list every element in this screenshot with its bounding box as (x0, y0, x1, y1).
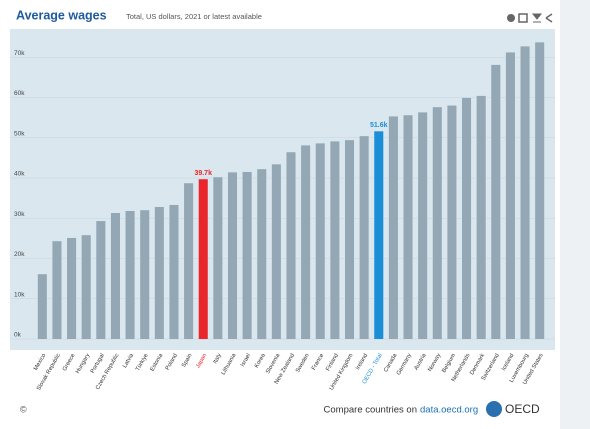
data-label: 51.6k (370, 122, 388, 129)
bar (67, 237, 77, 339)
side-margin (560, 0, 590, 429)
bar (520, 46, 530, 339)
footer-text: Compare countries on (324, 405, 417, 416)
bar (315, 143, 325, 339)
bar (403, 115, 413, 340)
y-tick-label: 50k (14, 130, 25, 137)
bar (271, 164, 281, 339)
bar (418, 112, 428, 339)
bar (52, 241, 62, 339)
x-tick-label: Italy (212, 353, 223, 365)
bar (374, 131, 384, 339)
bar (432, 107, 442, 339)
info-icon[interactable] (507, 14, 515, 22)
bar (535, 42, 545, 340)
bar (447, 105, 457, 339)
bar (491, 64, 501, 340)
y-tick-label: 60k (14, 90, 25, 97)
bar (301, 145, 311, 339)
bar (476, 95, 486, 339)
bar (140, 210, 150, 339)
bar (169, 204, 179, 339)
bar (344, 140, 355, 339)
data-label: 39.7k (194, 170, 212, 177)
copyright: © (20, 404, 27, 414)
bar (359, 136, 369, 339)
bar (388, 116, 398, 339)
bar (330, 141, 340, 339)
footer-link[interactable]: data.oecd.org (420, 405, 478, 416)
bar (286, 152, 296, 339)
chart-title: Average wages (16, 8, 107, 22)
oecd-logo: OECD (505, 402, 540, 416)
bar (110, 213, 120, 339)
bar (242, 171, 252, 339)
oecd-logo-mark (486, 401, 502, 417)
bar (81, 235, 91, 339)
download-icon[interactable] (531, 13, 543, 23)
bar (213, 177, 223, 339)
y-tick-label: 20k (14, 251, 25, 258)
bar (154, 206, 164, 339)
plot-background (10, 29, 555, 350)
bar (125, 211, 135, 339)
bar (257, 169, 267, 339)
chart-subtitle: Total, US dollars, 2021 or latest availa… (126, 12, 262, 21)
bar (227, 172, 238, 339)
share-icon[interactable] (545, 13, 553, 23)
y-tick-label: 30k (14, 211, 25, 218)
bar (184, 183, 194, 339)
bar (505, 52, 515, 340)
y-tick-label: 0k (14, 332, 22, 339)
y-tick-label: 10k (14, 291, 25, 298)
bar (96, 221, 106, 339)
bar (37, 274, 47, 339)
y-tick-label: 40k (14, 171, 25, 178)
y-tick-label: 70k (14, 50, 25, 57)
toolbar (507, 13, 553, 23)
bar (462, 97, 472, 339)
expand-icon[interactable] (518, 13, 528, 23)
bar (198, 179, 208, 339)
